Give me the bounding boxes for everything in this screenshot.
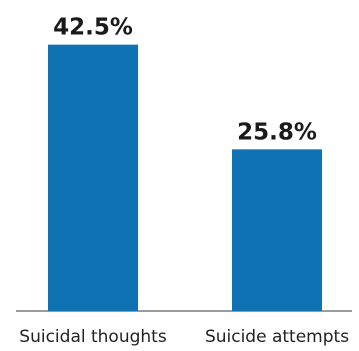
bar-1 (48, 44, 138, 312)
bars-group (48, 44, 322, 312)
category-labels-group: Suicidal thoughts Suicide attempts (19, 327, 349, 347)
bar-value-label-2: 25.8% (237, 119, 317, 145)
value-labels-group: 42.5% 25.8% (53, 15, 317, 146)
bar-value-label-1: 42.5% (53, 15, 133, 41)
category-label-1: Suicidal thoughts (19, 327, 167, 347)
category-label-2: Suicide attempts (205, 327, 349, 347)
bar-2 (232, 149, 322, 311)
